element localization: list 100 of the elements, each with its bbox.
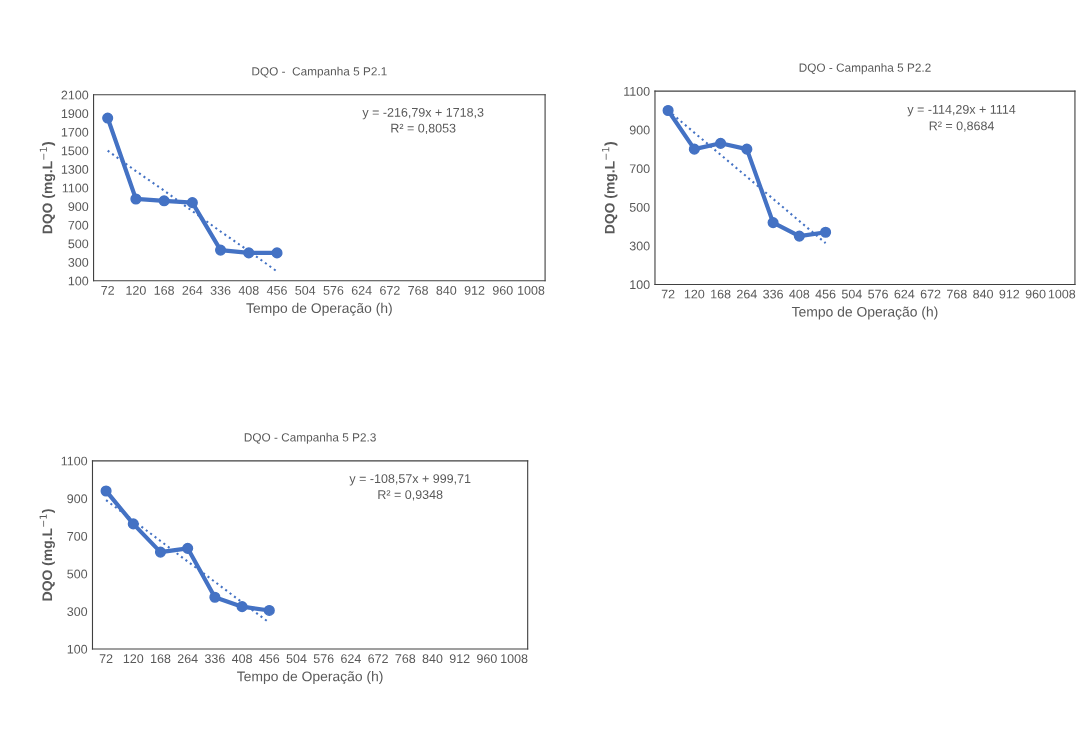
x-tick-label: 72 [661,289,675,299]
x-tick-label: 840 [436,285,457,295]
point [209,591,221,603]
point [158,195,170,207]
x-tick-label: 264 [182,285,203,295]
x-tick-label: 456 [266,285,287,295]
y-tick-label: 700 [629,164,650,174]
point [271,247,283,259]
x-axis-title: Tempo de Operação (h) [246,302,392,316]
x-axis-title: Tempo de Operação (h) [237,671,383,685]
x-tick-label: 336 [763,289,783,299]
y-tick-label: 300 [629,241,650,251]
x-tick-label: 168 [711,289,731,299]
x-tick-label: 576 [313,654,334,664]
x-tick-label: 408 [789,289,810,299]
x-tick-label: 456 [259,654,280,664]
point [102,112,114,124]
y-axis-title: DQO (mg.L$^{−1}$) [39,142,56,234]
point [767,217,779,229]
y-tick-label: 900 [629,125,650,135]
x-tick-label: 504 [286,654,307,664]
x-tick-label: 768 [395,654,416,664]
y-tick-label: 300 [68,257,89,267]
x-tick-label: 264 [737,289,757,299]
x-tick-label: 120 [126,285,146,295]
x-tick-label: 408 [238,285,259,295]
y-axis-title: DQO (mg.L$^{−1}$) [602,142,618,234]
x-tick-label: 456 [815,289,836,299]
x-tick-label: 1008 [501,654,528,664]
point [215,244,227,256]
x-tick-label: 168 [151,654,171,664]
x-tick-label: 264 [177,654,198,664]
point [243,247,255,259]
x-tick-label: 840 [973,289,994,299]
y-tick-label: 2100 [61,90,89,100]
y-tick-label: 1100 [624,86,650,96]
x-tick-label: 504 [841,289,862,299]
y-tick-label: 500 [67,569,88,579]
x-tick-label: 624 [894,289,915,299]
chart-title: DQO - Campanha 5 P2.2 [799,63,931,75]
x-tick-label: 336 [204,654,225,664]
x-tick-label: 768 [408,285,428,295]
y-tick-label: 1300 [61,165,89,174]
point [186,197,198,209]
annotation: R² = 0,8053 [391,123,456,135]
x-tick-label: 672 [368,654,388,664]
x-tick-label: 624 [351,285,372,295]
x-tick-label: 672 [920,289,941,299]
chart-title: DQO - Campanha 5 P2.3 [244,432,376,444]
x-tick-label: 120 [684,289,705,299]
x-tick-label: 504 [295,285,316,295]
annotation: R² = 0,9348 [378,490,443,501]
y-tick-label: 500 [629,202,650,212]
x-tick-label: 72 [99,654,113,663]
point [715,137,727,149]
x-tick-label: 840 [422,654,443,664]
y-tick-label: 300 [67,607,88,617]
x-tick-label: 576 [868,289,888,299]
x-tick-label: 624 [341,654,361,664]
x-tick-label: 576 [323,285,344,295]
point [662,104,674,117]
x-tick-label: 168 [154,285,174,295]
annotation: y = -108,57x + 999,71 [349,474,471,486]
x-tick-label: 1008 [1048,289,1076,299]
y-tick-label: 700 [67,531,88,541]
point [154,546,167,558]
point [688,143,700,155]
y-tick-label: 700 [68,220,89,230]
x-tick-label: 768 [947,289,967,299]
y-tick-label: 1700 [61,127,89,137]
y-tick-label: 100 [68,276,89,286]
point [182,542,194,554]
x-tick-label: 912 [464,285,485,295]
x-tick-label: 672 [380,285,400,295]
y-tick-label: 1100 [62,183,89,193]
y-axis-title: DQO (mg.L$^{−1}$) [39,509,55,601]
x-tick-label: 72 [101,285,114,295]
point [820,226,832,238]
point [100,485,112,497]
point [741,143,753,155]
y-tick-label: 1500 [61,146,89,156]
y-tick-label: 100 [630,280,650,290]
point [263,604,275,616]
x-tick-label: 912 [999,289,1020,299]
annotation: y = -216,79x + 1718,3 [362,107,484,120]
x-tick-label: 912 [449,654,470,664]
x-axis-title: Tempo de Operação (h) [791,306,938,320]
point [130,193,142,205]
point [793,230,805,242]
point [127,518,139,530]
annotation: R² = 0,8684 [929,121,995,132]
y-tick-label: 900 [68,202,89,212]
y-tick-label: 500 [68,239,89,249]
x-tick-label: 960 [492,285,513,295]
x-tick-label: 336 [210,285,231,295]
annotation: y = -114,29x + 1114 [907,104,1016,117]
chart-title: DQO - Campanha 5 P2.1 [252,66,387,78]
point [236,601,248,613]
y-tick-label: 1900 [61,109,89,119]
x-tick-label: 408 [231,654,252,664]
